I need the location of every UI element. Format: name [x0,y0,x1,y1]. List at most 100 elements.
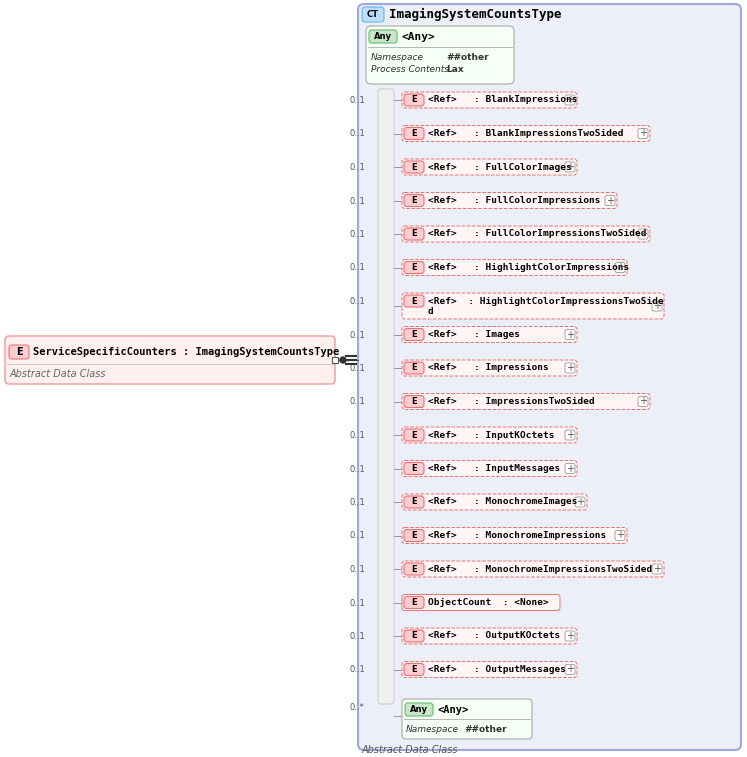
Text: 0..*: 0..* [350,703,365,712]
FancyBboxPatch shape [404,362,424,374]
FancyBboxPatch shape [404,395,424,407]
Text: <Ref>   : OutputKOctets: <Ref> : OutputKOctets [428,631,560,640]
Text: ServiceSpecificCounters : ImagingSystemCountsType: ServiceSpecificCounters : ImagingSystemC… [33,347,339,357]
Text: E: E [411,565,417,574]
Text: +: + [566,631,574,641]
Text: +: + [606,195,614,205]
Text: +: + [639,129,647,139]
FancyBboxPatch shape [402,594,560,610]
Text: <Ref>   : Impressions: <Ref> : Impressions [428,363,549,372]
FancyBboxPatch shape [402,561,664,577]
Text: Abstract Data Class: Abstract Data Class [362,745,459,755]
FancyBboxPatch shape [565,95,575,105]
Text: 0..1: 0..1 [350,498,366,507]
Text: 0..1: 0..1 [350,565,366,574]
FancyBboxPatch shape [402,528,627,544]
FancyBboxPatch shape [402,226,650,242]
Text: +: + [566,162,574,172]
Text: <Ref>   : BlankImpressionsTwoSided: <Ref> : BlankImpressionsTwoSided [428,129,624,138]
Text: E: E [411,229,417,238]
FancyBboxPatch shape [615,263,625,273]
FancyBboxPatch shape [404,228,424,240]
FancyBboxPatch shape [404,94,424,106]
Text: +: + [566,95,574,105]
Text: <Ref>  : HighlightColorImpressionsTwoSide: <Ref> : HighlightColorImpressionsTwoSide [428,297,664,306]
Text: ##other: ##other [446,52,489,61]
FancyBboxPatch shape [404,127,424,139]
FancyBboxPatch shape [404,329,424,341]
FancyBboxPatch shape [402,394,650,410]
FancyBboxPatch shape [402,699,532,739]
FancyBboxPatch shape [402,293,664,319]
FancyBboxPatch shape [404,630,424,642]
Text: d: d [428,307,434,316]
Text: 0..1: 0..1 [350,297,366,306]
Text: Namespace: Namespace [406,724,459,734]
FancyBboxPatch shape [405,703,433,716]
FancyBboxPatch shape [404,261,424,273]
Text: E: E [411,631,417,640]
Text: 0..1: 0..1 [350,397,366,407]
FancyBboxPatch shape [402,360,577,376]
Text: <Any>: <Any> [401,32,435,42]
Text: <Ref>   : FullColorImpressionsTwoSided: <Ref> : FullColorImpressionsTwoSided [428,229,646,238]
FancyBboxPatch shape [362,7,384,22]
FancyBboxPatch shape [575,497,585,507]
Text: +: + [653,301,661,311]
Text: E: E [411,464,417,473]
FancyBboxPatch shape [366,26,514,84]
Text: +: + [566,430,574,440]
Text: Lax: Lax [446,66,464,74]
Text: E: E [16,347,22,357]
Text: E: E [411,163,417,172]
Text: +: + [566,363,574,373]
FancyBboxPatch shape [404,295,424,307]
Text: E: E [411,431,417,440]
Text: <Ref>   : InputMessages: <Ref> : InputMessages [428,464,560,473]
Text: +: + [566,329,574,339]
Text: E: E [411,397,417,406]
FancyBboxPatch shape [404,496,424,508]
FancyBboxPatch shape [565,162,575,172]
Text: <Ref>   : FullColorImages: <Ref> : FullColorImages [428,163,571,172]
Bar [332,357,338,363]
Text: 0..1: 0..1 [350,431,366,440]
FancyBboxPatch shape [565,463,575,473]
FancyBboxPatch shape [402,326,577,342]
Text: E: E [411,196,417,205]
Text: +: + [653,564,661,574]
Text: E: E [411,129,417,138]
Text: <Ref>   : BlankImpressions: <Ref> : BlankImpressions [428,95,577,104]
Text: E: E [411,363,417,372]
FancyBboxPatch shape [378,89,394,704]
Text: 0..1: 0..1 [350,263,366,273]
Text: +: + [576,497,584,507]
Text: <Ref>   : InputKOctets: <Ref> : InputKOctets [428,431,554,440]
Text: ImagingSystemCountsType: ImagingSystemCountsType [389,8,562,21]
FancyBboxPatch shape [404,529,424,541]
Text: ObjectCount  : <None>: ObjectCount : <None> [428,598,549,607]
FancyBboxPatch shape [404,195,424,207]
FancyBboxPatch shape [9,345,29,359]
Text: 0..1: 0..1 [350,465,366,473]
FancyBboxPatch shape [402,192,617,208]
Text: <Any>: <Any> [437,705,468,715]
FancyBboxPatch shape [5,336,335,384]
FancyBboxPatch shape [638,129,648,139]
FancyBboxPatch shape [358,4,741,750]
FancyBboxPatch shape [402,662,577,678]
Text: +: + [566,463,574,473]
Text: <Ref>   : MonochromeImages: <Ref> : MonochromeImages [428,497,577,506]
Text: 0..1: 0..1 [350,665,366,674]
FancyBboxPatch shape [402,126,650,142]
Text: <Ref>   : OutputMessages: <Ref> : OutputMessages [428,665,566,674]
FancyBboxPatch shape [404,429,424,441]
FancyBboxPatch shape [404,597,424,609]
FancyBboxPatch shape [402,628,577,644]
Text: <Ref>   : Images: <Ref> : Images [428,330,520,339]
FancyBboxPatch shape [402,427,577,443]
Text: +: + [616,531,624,540]
Text: 0..1: 0..1 [350,197,366,205]
Text: <Ref>   : FullColorImpressions: <Ref> : FullColorImpressions [428,196,601,205]
FancyBboxPatch shape [652,564,662,574]
